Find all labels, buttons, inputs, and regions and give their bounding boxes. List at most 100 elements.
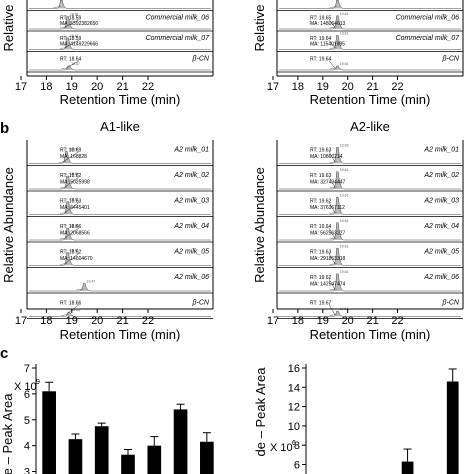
- y-tick-label: 6: [24, 389, 30, 401]
- x-tick-label: 18: [292, 81, 304, 93]
- y-tick-label: 12: [288, 402, 300, 414]
- sample-label: A2 milk_06: [173, 274, 209, 281]
- x-tick-label: 19: [66, 315, 78, 327]
- axis-multiplier: X 10: [270, 442, 293, 454]
- peak-label: 19.63: [340, 143, 349, 147]
- chromatogram-trace: [29, 16, 211, 30]
- chromatogram-trace: [279, 147, 461, 164]
- sample-label: A2 milk_03: [173, 197, 209, 204]
- x-tick-label: 20: [91, 81, 103, 93]
- chromatogram-trace: [279, 248, 461, 266]
- chromatogram-trace: [29, 175, 211, 190]
- x-tick-label: 21: [116, 81, 128, 93]
- annotation-leader: [328, 227, 335, 239]
- sample-label: A2 milk_01: [423, 146, 459, 153]
- x-axis-title: Retention Time (min): [60, 92, 181, 107]
- sample-label: A2 milk_02: [423, 172, 459, 179]
- rt-annotation: RT: 18.69: [60, 147, 82, 153]
- y-axis-title: Relative Abundance: [252, 167, 267, 283]
- peak-label: 19.61: [340, 270, 349, 274]
- rt-annotation: RT: 19.63: [310, 147, 332, 153]
- x-tick-label: 17: [15, 315, 27, 327]
- integration-marker: [59, 47, 68, 49]
- x-axis-title: Retention Time (min): [310, 92, 431, 107]
- axis-multiplier: X 10: [14, 381, 37, 393]
- ma-annotation: MA: 376367112: [310, 205, 345, 211]
- integration-marker: [59, 263, 68, 265]
- peak-label: 19.61: [340, 219, 349, 223]
- annotation-leader: [328, 60, 335, 69]
- peak-label: 19.61: [340, 168, 349, 172]
- ma-annotation: MA: 562563227: [310, 230, 346, 236]
- peak-label: 19.61: [340, 62, 349, 66]
- x-tick-label: 21: [366, 315, 378, 327]
- chromatogram-trace: [29, 65, 211, 71]
- integration-marker: [329, 263, 337, 265]
- bar: [42, 391, 56, 474]
- y-tick-label: 4: [24, 441, 30, 453]
- integration-marker: [59, 212, 68, 214]
- column-title: A1-like: [100, 119, 140, 134]
- integration-marker: [329, 161, 337, 163]
- ma-annotation: MA: 148064613: [310, 21, 346, 27]
- annotation-leader: [328, 176, 335, 188]
- integration-marker: [329, 314, 337, 316]
- integration-marker: [58, 161, 66, 163]
- bar: [173, 409, 188, 474]
- peak-label: 18.85: [71, 308, 80, 312]
- annotation-leader: [328, 253, 335, 264]
- ma-annotation: MA: 2068566: [60, 230, 90, 236]
- sample-label: Commercial milk_06: [396, 15, 460, 22]
- rt-annotation: RT: 18.63: [60, 198, 82, 204]
- x-tick-label: 22: [142, 315, 154, 327]
- chromatogram-trace: [29, 151, 211, 164]
- bar: [401, 461, 414, 474]
- y-tick-label: 3: [24, 467, 30, 474]
- y-axis-title: de – Peak Area: [0, 393, 15, 474]
- sample-label: A2 milk_05: [173, 248, 209, 255]
- integration-marker: [53, 6, 61, 8]
- sample-label: A2 milk_03: [423, 197, 459, 204]
- chromatogram-trace: [29, 201, 211, 215]
- x-axis-title: Retention Time (min): [60, 327, 181, 342]
- ma-annotation: MA: 14604670: [60, 256, 93, 262]
- annotation-leader: [328, 304, 335, 315]
- column-title: A2-like: [350, 119, 390, 134]
- y-axis-title: Relative: [252, 5, 267, 52]
- sample-label: β-CN: [442, 56, 460, 63]
- sample-label: β-CN: [192, 299, 210, 306]
- annotation-leader: [64, 176, 80, 188]
- x-tick-label: 17: [267, 315, 279, 327]
- annotation-leader: [66, 304, 80, 315]
- chromatogram-trace: [29, 227, 211, 241]
- rt-annotation: RT: 18.62: [60, 249, 82, 255]
- sample-label: A2 milk_04: [173, 223, 209, 230]
- chromatogram-trace: [279, 171, 461, 190]
- peak-label: 19.61: [340, 12, 349, 16]
- x-tick-label: 19: [66, 81, 78, 93]
- rt-annotation: RT: 19.63: [310, 173, 332, 179]
- annotation-leader: [328, 40, 335, 48]
- x-tick-label: 22: [391, 81, 403, 93]
- bar: [200, 441, 214, 474]
- chromatogram-trace: [279, 310, 461, 317]
- bar: [446, 381, 459, 474]
- x-tick-label: 21: [366, 81, 378, 93]
- y-tick-label: 8: [294, 440, 300, 452]
- annotation-leader: [64, 227, 80, 239]
- x-tick-label: 17: [267, 81, 279, 93]
- x-tick-label: 21: [116, 315, 128, 327]
- annotation-leader: [66, 60, 80, 69]
- x-tick-label: 22: [142, 81, 154, 93]
- x-tick-label: 19: [317, 315, 329, 327]
- x-tick-label: 22: [391, 315, 403, 327]
- annotation-leader: [64, 253, 80, 264]
- annotation-leader: [64, 202, 80, 213]
- sample-label: A2 milk_06: [423, 274, 459, 281]
- chromatogram-trace: [279, 222, 461, 241]
- peak-label: 18.87: [71, 62, 80, 66]
- x-tick-label: 18: [40, 81, 52, 93]
- peak-label: 18.80: [70, 224, 79, 228]
- y-axis-title: de – Peak Area: [253, 367, 268, 457]
